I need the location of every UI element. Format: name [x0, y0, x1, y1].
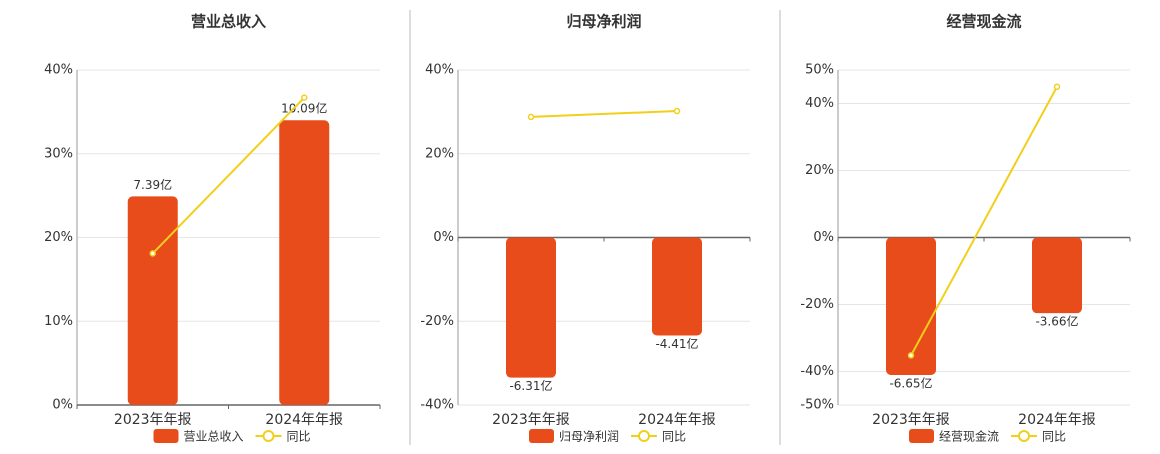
x-tick-label: 2023年年报: [114, 412, 192, 428]
y-tick-label: 20%: [44, 230, 73, 245]
value-label: -6.31亿: [509, 378, 552, 393]
y-tick-label: -50%: [800, 398, 834, 413]
x-tick-label: 2024年年报: [1018, 412, 1096, 428]
legend-marker: [638, 430, 650, 442]
chart-title: 归母净利润: [566, 13, 641, 31]
legend-swatch: [529, 429, 554, 443]
value-label: 10.09亿: [281, 101, 327, 116]
legend-label: 同比: [287, 430, 311, 444]
y-tick-label: -40%: [800, 364, 834, 379]
y-tick-label: 0%: [52, 398, 73, 413]
legend-label: 归母净利润: [559, 430, 619, 444]
line: [152, 96, 305, 255]
chart-title: 营业总收入: [191, 13, 266, 31]
y-tick-label: -40%: [420, 398, 454, 413]
value-label: 7.39亿: [133, 177, 172, 192]
point: [673, 107, 681, 115]
y-tick-label: 10%: [44, 314, 73, 329]
value-label: -3.66亿: [1035, 314, 1078, 329]
legend-marker: [1018, 430, 1030, 442]
bar: [279, 120, 330, 405]
y-tick-label: 0%: [813, 230, 834, 245]
y-tick-label: 0%: [433, 230, 454, 245]
point: [1053, 83, 1061, 90]
y-tick-label: 30%: [44, 146, 73, 161]
y-tick-label: -20%: [800, 297, 834, 312]
bar: [886, 237, 936, 376]
legend-marker: [262, 430, 275, 442]
point: [301, 94, 308, 101]
y-tick-label: 20%: [805, 163, 834, 178]
x-tick-label: 2023年年报: [872, 412, 950, 428]
value-label: -6.65亿: [889, 376, 932, 391]
value-label: -4.41亿: [655, 336, 698, 351]
x-tick-label: 2023年年报: [492, 412, 570, 428]
line: [910, 86, 1058, 356]
legend-label: 同比: [662, 430, 686, 444]
chart-title: 经营现金流: [946, 13, 1021, 31]
y-tick-label: 40%: [805, 96, 834, 111]
x-tick-label: 2024年年报: [638, 412, 716, 428]
line: [530, 110, 678, 118]
y-tick-label: 50%: [805, 63, 834, 78]
legend-swatch: [153, 429, 179, 443]
bar: [652, 237, 702, 336]
legend-label: 经营现金流: [939, 429, 999, 444]
y-tick-label: -20%: [420, 314, 454, 329]
y-tick-label: 40%: [44, 63, 73, 78]
legend-label: 同比: [1042, 430, 1066, 444]
legend-swatch: [909, 429, 934, 443]
bar: [127, 196, 178, 405]
legend-label: 营业总收入: [184, 430, 244, 444]
bar: [506, 237, 556, 378]
point: [907, 352, 915, 359]
point: [149, 250, 156, 257]
point: [527, 113, 535, 121]
bar: [1032, 237, 1082, 314]
x-tick-label: 2024年年报: [265, 412, 343, 428]
y-tick-label: 40%: [425, 63, 454, 78]
y-tick-label: 20%: [425, 146, 454, 161]
